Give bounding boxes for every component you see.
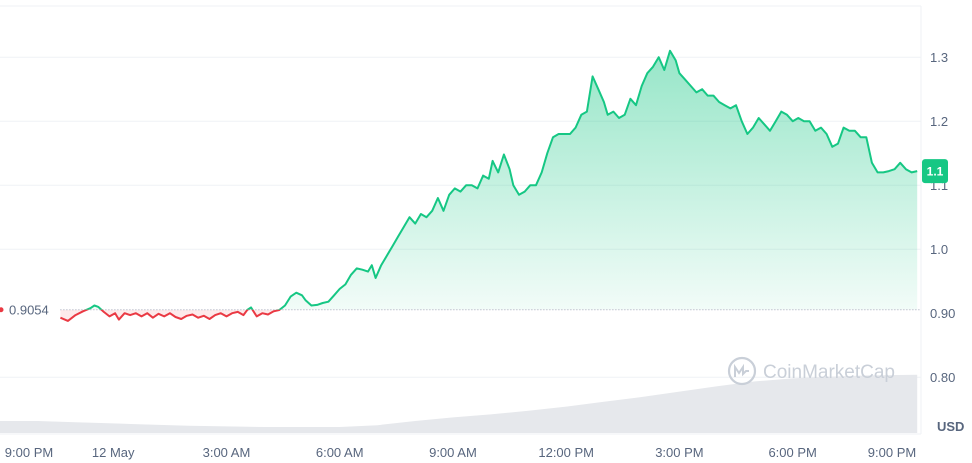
x-tick-label: 12 May: [92, 445, 135, 460]
reference-price-label: 0.9054: [9, 303, 49, 318]
x-axis: 9:00 PM 12 May 3:00 AM 6:00 AM 9:00 AM 12:00 …: [5, 445, 916, 460]
x-tick-label: 9:00 AM: [429, 445, 477, 460]
price-area-up: [60, 50, 918, 310]
watermark-logo-icon: [727, 356, 757, 386]
x-tick-label: 3:00 AM: [203, 445, 251, 460]
price-line-down: [60, 309, 282, 322]
watermark: CoinMarketCap: [727, 356, 895, 386]
y-tick-label: 1.3: [930, 50, 948, 65]
x-tick-label: 6:00 PM: [768, 445, 816, 460]
volume-area-fill: [0, 374, 918, 433]
y-axis: 0.80 0.90 1.0 1.1 1.2 1.3: [930, 50, 955, 385]
x-tick-label: 9:00 PM: [5, 445, 53, 460]
y-tick-label: 0.90: [930, 306, 955, 321]
y-tick-label: 1.0: [930, 242, 948, 257]
current-price-label: 1.1: [927, 165, 944, 179]
current-price-badge[interactable]: 1.1: [922, 159, 948, 184]
reference-price-marker: 0.9054: [0, 303, 49, 318]
volume-area: [0, 374, 918, 433]
x-tick-label: 12:00 PM: [538, 445, 594, 460]
watermark-text: CoinMarketCap: [763, 362, 895, 383]
y-tick-label: 0.80: [930, 370, 955, 385]
x-tick-label: 3:00 PM: [655, 445, 703, 460]
current-price-badge-bg: [922, 159, 948, 184]
price-line-up: [84, 49, 918, 310]
watermark-logo-mark: [734, 363, 749, 377]
y-axis-unit: USD: [937, 419, 964, 434]
y-tick-label: 1.2: [930, 114, 948, 129]
x-tick-label: 6:00 AM: [316, 445, 364, 460]
reference-price-dot: [0, 307, 4, 313]
x-tick-label: 9:00 PM: [868, 445, 916, 460]
